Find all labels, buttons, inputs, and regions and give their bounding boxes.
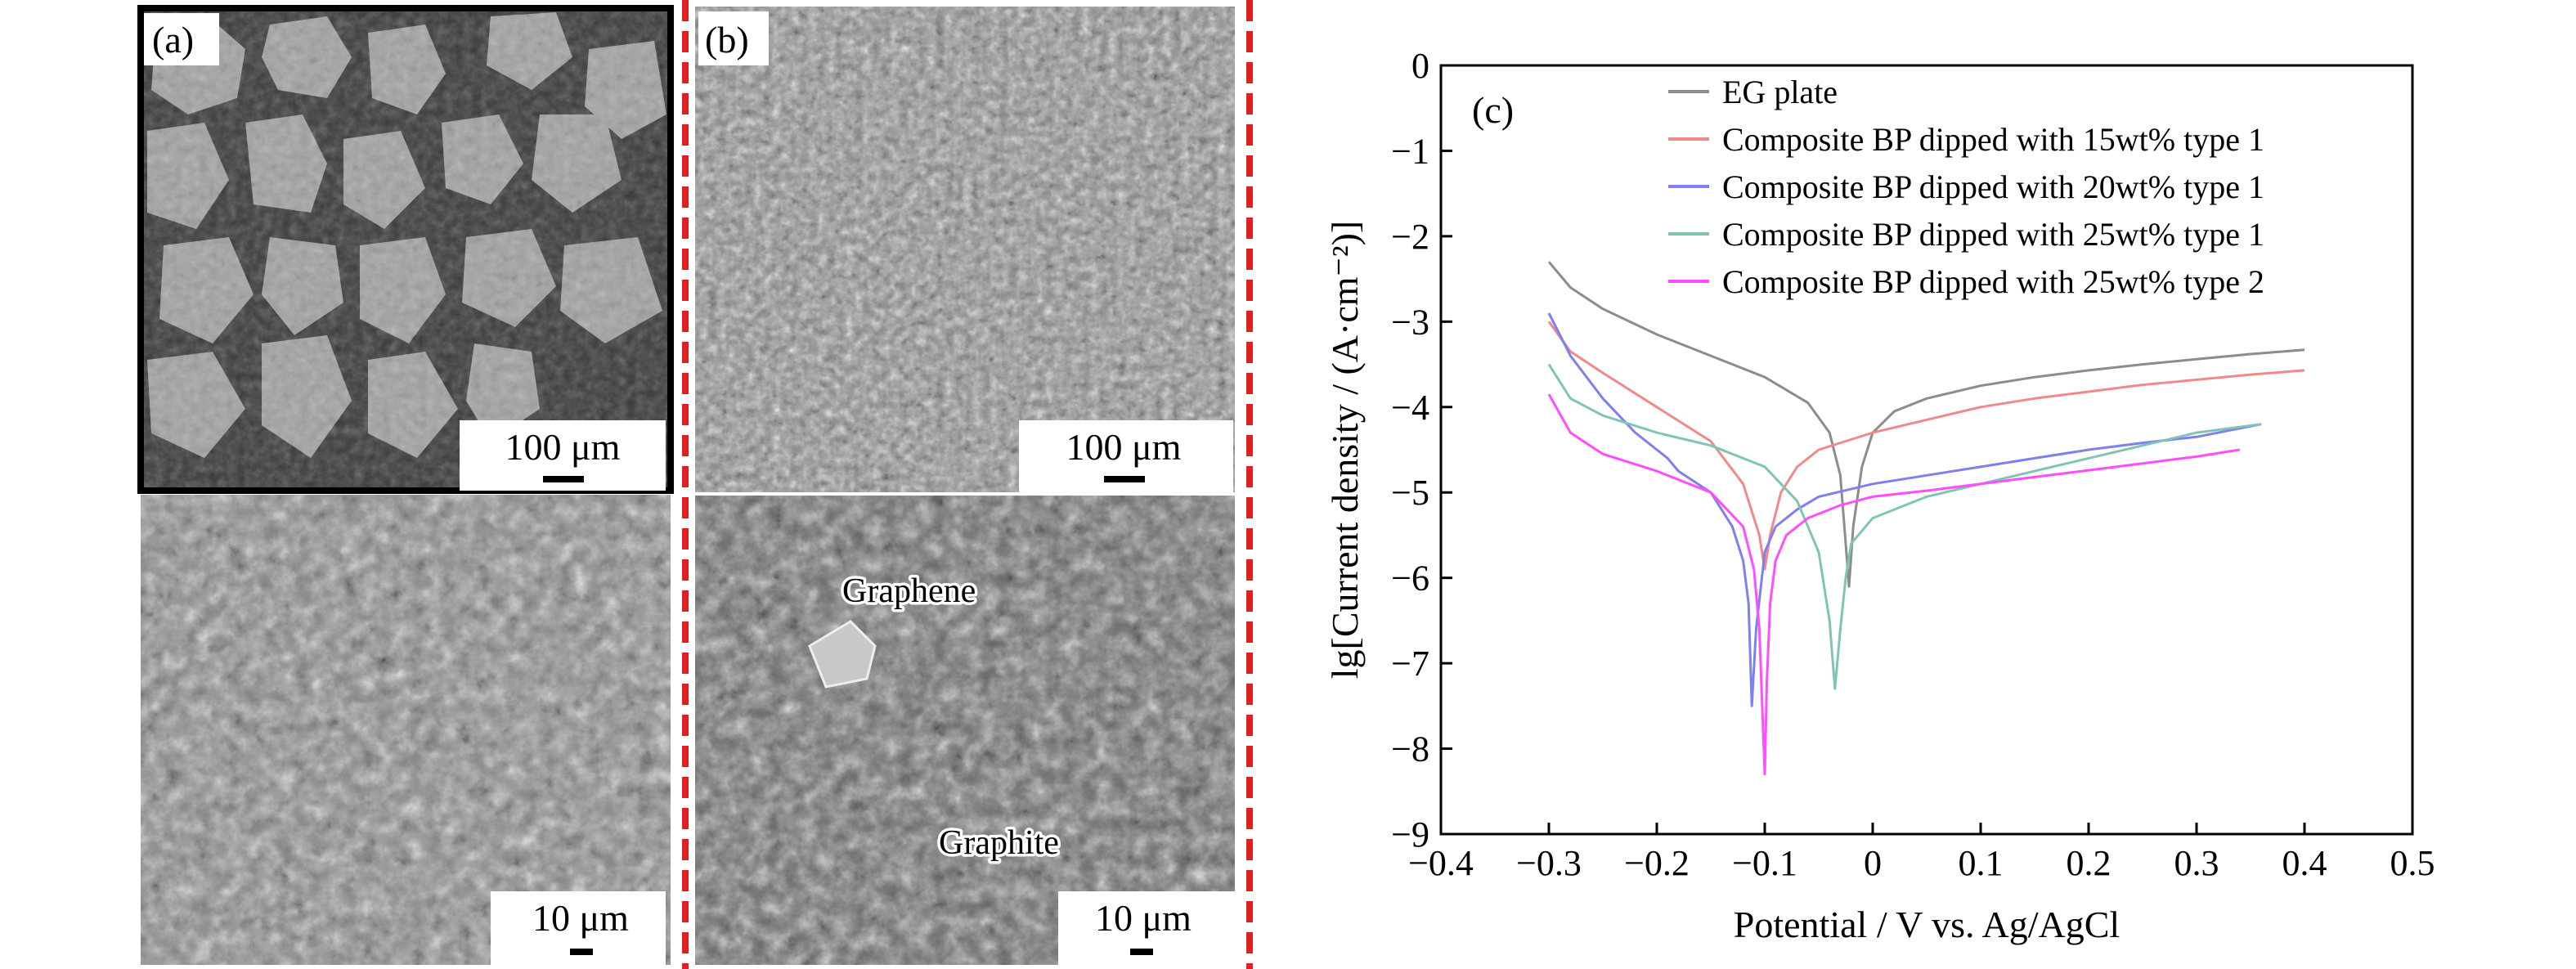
y-tick-label: −1: [1391, 131, 1429, 171]
chart-plot-frame: [1439, 64, 2414, 836]
legend-label-5: Composite BP dipped with 25wt% type 2: [1722, 263, 2264, 300]
scalebar-b-top-bar: [1104, 476, 1145, 482]
x-tick-label: 0: [1864, 843, 1882, 883]
scalebar-b-bottom-bar: [1130, 949, 1153, 955]
y-tick-label: −9: [1391, 814, 1429, 855]
scalebar-a-bottom-label: 10 μm: [532, 897, 629, 939]
scalebar-a-top: 100 μm: [460, 420, 666, 491]
panel-c-label: (c): [1472, 89, 1514, 131]
x-tick-label: −0.4: [1408, 843, 1474, 883]
sem-image-b-bottom: [695, 496, 1235, 965]
scalebar-a-top-label: 100 μm: [505, 426, 621, 468]
y-tick-label: −8: [1391, 729, 1429, 769]
graphite-annotation: Graphite: [939, 824, 1059, 862]
y-tick-label: −4: [1391, 388, 1429, 428]
y-axis-ticks: 0 −1 −2 −3 −4 −5 −6 −7 −8 −9: [1391, 46, 1452, 855]
x-tick-label: 0.4: [2282, 843, 2327, 883]
scalebar-b-top: 100 μm: [1019, 420, 1233, 492]
legend-label-4: Composite BP dipped with 25wt% type 1: [1722, 216, 2264, 253]
legend-label-3: Composite BP dipped with 20wt% type 1: [1722, 168, 2264, 205]
x-tick-label: 0.2: [2067, 843, 2112, 883]
particle-cluster: [141, 8, 671, 491]
panel-a-label: (a): [152, 19, 194, 61]
series-line-2: [1547, 321, 2305, 571]
x-tick-label: −0.1: [1732, 843, 1797, 883]
x-axis-ticks: −0.4 −0.3 −0.2 −0.1 0 0.1 0.2 0.3 0.4 0.5: [1408, 823, 2435, 883]
series-line-5: [1547, 393, 2241, 776]
panel-b: (b) 100 μm 10 μm Graphene Graphite: [695, 7, 1235, 965]
series-line-1: [1547, 261, 2305, 588]
legend-label-1: EG plate: [1722, 74, 1838, 110]
series-line-4: [1547, 363, 2262, 690]
y-tick-label: −3: [1391, 302, 1429, 342]
sem-image-b-top: [695, 7, 1235, 492]
x-tick-label: 0.5: [2390, 843, 2435, 883]
chart-legend: EG plate Composite BP dipped with 15wt% t…: [1668, 74, 2264, 300]
legend-label-2: Composite BP dipped with 15wt% type 1: [1722, 121, 2264, 158]
y-axis-label: lg[Current density / (A·cm⁻²)]: [1324, 221, 1366, 680]
sem-image-a-top: [137, 5, 674, 494]
x-tick-label: −0.2: [1624, 843, 1690, 883]
scalebar-b-top-label: 100 μm: [1066, 426, 1182, 468]
scalebar-a-top-bar: [543, 476, 584, 482]
series-lines: [1547, 261, 2305, 776]
scalebar-a-bottom-bar: [570, 949, 593, 955]
x-axis-label: Potential / V vs. Ag/AgCl: [1734, 904, 2120, 945]
x-tick-label: 0.1: [1959, 843, 2004, 883]
graphene-flake: [808, 620, 877, 689]
panel-b-label-box: [698, 11, 769, 65]
y-tick-label: −7: [1391, 644, 1429, 684]
graphene-annotation: Graphene: [842, 572, 976, 610]
panel-a: (a) 100 μm 10 μm: [137, 5, 674, 965]
scalebar-b-bottom: 10 μm: [1058, 891, 1235, 965]
x-tick-label: 0.3: [2174, 843, 2219, 883]
y-tick-label: 0: [1411, 46, 1429, 86]
sem-image-a-bottom: [141, 495, 671, 965]
panel-b-label: (b): [705, 19, 749, 61]
y-tick-label: −6: [1391, 559, 1429, 599]
scalebar-a-bottom: 10 μm: [491, 891, 666, 965]
y-tick-label: −2: [1391, 217, 1429, 257]
polarization-chart: −0.4 −0.3 −0.2 −0.1 0 0.1 0.2 0.3 0.4 0.5 0 −1 −2 −3…: [1324, 46, 2435, 945]
panel-a-label-box: [144, 13, 219, 65]
x-tick-label: −0.3: [1516, 843, 1582, 883]
y-tick-label: −5: [1391, 473, 1429, 513]
series-line-3: [1547, 312, 2262, 707]
scalebar-b-bottom-label: 10 μm: [1095, 897, 1192, 939]
